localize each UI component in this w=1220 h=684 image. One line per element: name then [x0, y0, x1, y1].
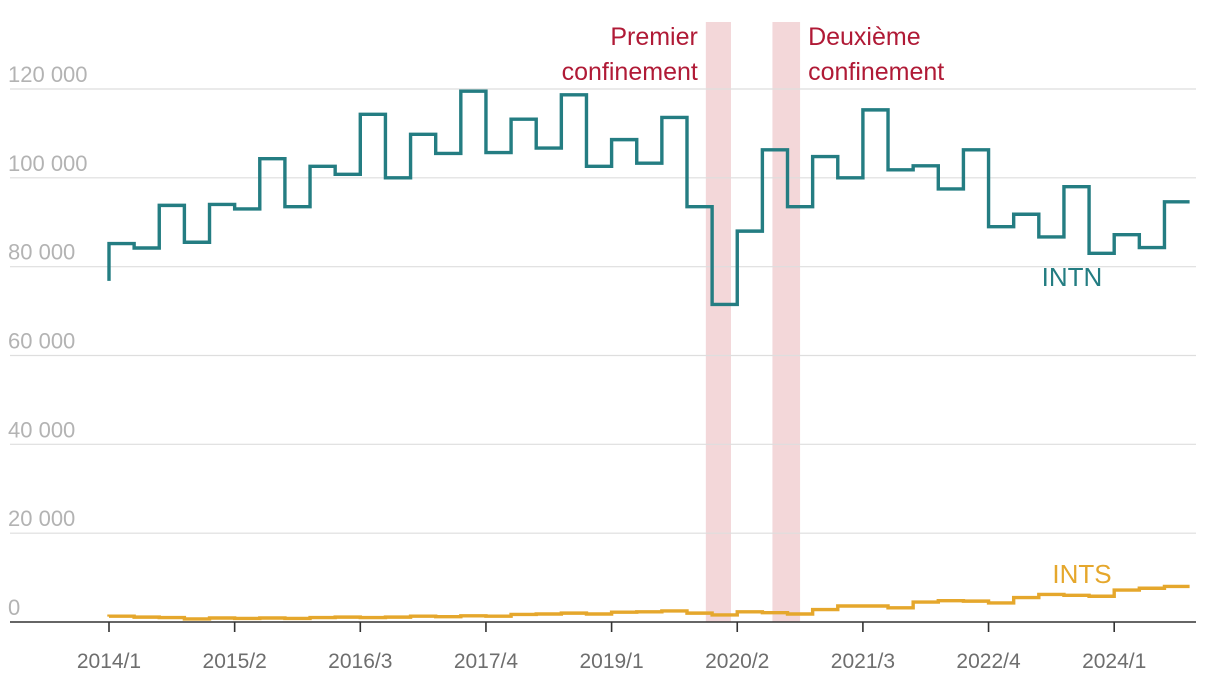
y-tick-label: 100 000: [8, 151, 88, 176]
series-labels: INTN INTS: [1042, 262, 1112, 589]
y-tick-label: 20 000: [8, 506, 75, 531]
y-tick-label: 80 000: [8, 240, 75, 265]
y-tick-label: 0: [8, 595, 20, 620]
x-tick-label: 2021/3: [831, 650, 895, 673]
x-tick-label: 2015/2: [203, 650, 267, 673]
annotation-second-lockdown-line: confinement: [808, 58, 944, 86]
series-label-intn: INTN: [1042, 262, 1103, 292]
x-tick-label: 2017/4: [454, 650, 519, 673]
annotation-first-lockdown-line: Premier: [610, 23, 698, 51]
x-tick-label: 2014/1: [77, 650, 141, 673]
x-tick-label: 2019/1: [579, 650, 643, 673]
x-axis: 2014/1 2015/2 2016/3 2017/4 2019/1 2020/2 2021…: [10, 621, 1196, 673]
x-tick-label: 2022/4: [956, 650, 1021, 673]
y-axis: 0 20 000 40 000 60 000 80 000 100 000 120 000: [8, 62, 88, 620]
series-lines: [107, 89, 1190, 621]
lockdown-band-1: [705, 22, 731, 622]
x-tick-label: 2016/3: [328, 650, 392, 673]
series-line-intn: [107, 89, 1190, 307]
series-label-ints: INTS: [1052, 559, 1111, 589]
x-tick-label: 2024/1: [1082, 650, 1146, 673]
lockdown-shades: [705, 22, 801, 622]
annotations: Premier confinement Deuxième confinement: [562, 23, 945, 86]
gridlines: [10, 88, 1196, 534]
y-tick-label: 60 000: [8, 329, 75, 354]
annotation-first-lockdown-line: confinement: [562, 58, 698, 86]
lockdown-band-2: [772, 22, 801, 622]
x-tick-label: 2020/2: [705, 650, 769, 673]
y-tick-label: 120 000: [8, 62, 88, 87]
annotation-second-lockdown-line: Deuxième: [808, 23, 921, 51]
series-line-ints: [107, 584, 1190, 621]
y-tick-label: 40 000: [8, 417, 75, 442]
